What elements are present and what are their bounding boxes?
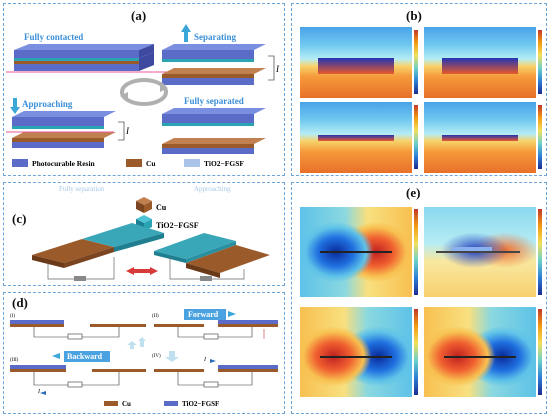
stack-separating <box>162 44 266 85</box>
legend-cu: Cu <box>146 159 156 168</box>
state-fully-separated: Fully separated <box>184 96 244 106</box>
faint-label-left: Fully separation <box>59 185 105 193</box>
panel-d: (d) (I) (II) (III) (IV) Forward Backward <box>3 292 285 414</box>
faint-label-right: Approaching <box>194 185 231 193</box>
field-plot-e2 <box>424 207 536 297</box>
legend-swatch-fgsf <box>184 159 200 167</box>
current-symbol-1: I <box>275 64 280 74</box>
legend-c-fgsf: TiO2−FGSF <box>156 221 199 230</box>
current-symbol-2: I <box>125 126 130 136</box>
legend-c-cu: Cu <box>156 203 167 212</box>
cycle-arrows-icon <box>120 78 168 106</box>
arrow-down-icon <box>13 98 17 108</box>
legend-d-swatch-fgsf <box>164 401 178 406</box>
legend-d-fgsf: TiO2−FGSF <box>182 400 219 408</box>
panel-e-label: (e) <box>406 185 421 200</box>
arrow-down-small-icon <box>165 351 179 362</box>
forward-box <box>184 309 226 320</box>
panel-b-label: (b) <box>406 8 422 23</box>
legend-swatch-resin <box>12 159 28 167</box>
field-plot-b2 <box>424 27 536 98</box>
panel-d-label: (d) <box>12 295 28 310</box>
arrow-up-small-icon <box>127 341 137 349</box>
legend-d-cu: Cu <box>122 400 131 408</box>
current-symbol-d2: I <box>203 357 207 363</box>
arrow-left-icon <box>52 353 60 359</box>
backward-label: Backward <box>67 352 103 361</box>
legend-cube-cu <box>136 197 152 213</box>
panel-e: (e) <box>291 182 547 414</box>
field-plot-b4 <box>424 102 536 173</box>
stack-fully-separated <box>162 108 266 154</box>
step-1: (I) <box>10 314 15 319</box>
field-plot-e3 <box>300 307 412 397</box>
panel-c-diagram: Fully separation Approaching Cu TiO2−FGS… <box>32 185 270 281</box>
field-plot-e4 <box>424 307 536 397</box>
panel-a: (a) Fully contacted Separating <box>3 3 285 176</box>
panel-d-diagram: (I) (II) (III) (IV) Forward Backward <box>10 309 278 408</box>
double-arrow-icon <box>126 267 158 275</box>
state-fully-contacted: Fully contacted <box>24 32 83 42</box>
legend-fgsf: TiO2−FGSF <box>204 159 244 168</box>
panel-a-diagram: Fully contacted Separating I Approaching <box>6 24 280 168</box>
forward-label: Forward <box>188 310 219 319</box>
panel-a-label: (a) <box>131 8 147 23</box>
step-3: (III) <box>10 358 19 363</box>
state-approaching: Approaching <box>22 99 73 109</box>
field-plot-b1 <box>300 27 412 98</box>
field-plot-e1 <box>300 207 412 297</box>
step-4: (IV) <box>152 354 161 359</box>
legend-swatch-cu <box>126 159 142 167</box>
panel-c: (c) Fully separation Approaching Cu TiO2… <box>3 182 285 286</box>
state-separating: Separating <box>194 32 237 42</box>
panel-c-label: (c) <box>12 211 27 226</box>
backward-box <box>64 351 110 362</box>
stack-fully-contacted <box>14 44 154 71</box>
step-2: (II) <box>152 314 159 319</box>
field-plot-b3 <box>300 102 412 173</box>
current-symbol-d1: I <box>37 389 41 395</box>
stack-approaching <box>12 111 116 148</box>
panel-b: (b) <box>291 3 547 176</box>
arrow-right-icon <box>228 311 236 317</box>
legend-resin: Photocurable Resin <box>32 159 96 168</box>
legend-d-swatch-cu <box>104 401 118 406</box>
arrow-up-icon <box>184 30 188 42</box>
